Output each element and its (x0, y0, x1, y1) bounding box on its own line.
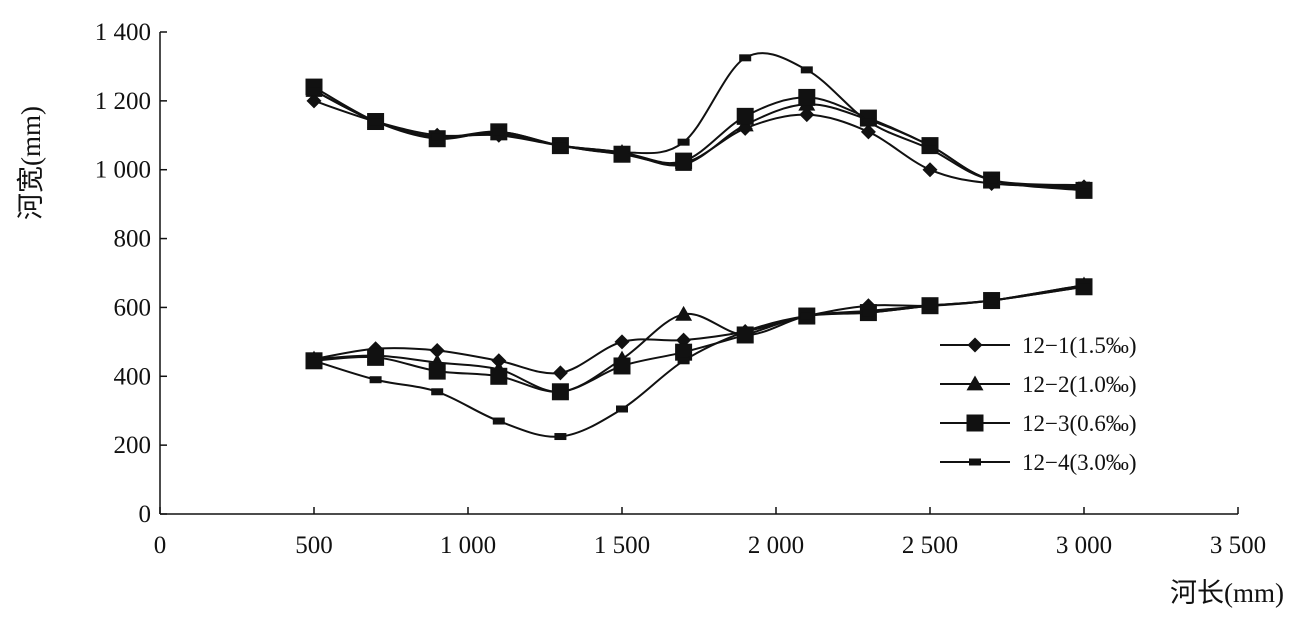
x-tick-label: 1 000 (440, 532, 496, 559)
data-point-lower (675, 343, 693, 361)
data-point-lower (492, 417, 505, 425)
data-point-lower (308, 357, 320, 365)
data-point-lower (614, 334, 630, 350)
data-point-upper (492, 128, 505, 136)
data-point-lower (551, 383, 569, 401)
y-tick-label: 200 (114, 432, 152, 459)
x-tick-label: 3 500 (1210, 532, 1266, 559)
data-point-lower (367, 348, 385, 366)
legend-marker (969, 458, 981, 466)
legend-label: 12−4(3.0‰) (1022, 450, 1137, 475)
data-point-lower (677, 357, 690, 365)
data-point-lower (369, 376, 382, 384)
legend-item: 12−2(1.0‰) (940, 372, 1137, 397)
data-point-upper (800, 66, 813, 74)
axes: 0 200 400 600 800 1 000 1 200 1 400 0 500 1 000 1 5… (95, 19, 1266, 559)
y-axis-title: 河宽(mm) (16, 106, 46, 220)
legend-label: 12−3(0.6‰) (1022, 411, 1137, 436)
data-point-upper (308, 87, 320, 95)
legend-marker (966, 375, 984, 391)
x-tick-label: 2 000 (748, 532, 804, 559)
x-tick-label: 0 (154, 532, 167, 559)
data-point-lower (800, 312, 813, 320)
data-point-upper (306, 93, 322, 109)
data-point-upper (798, 88, 816, 106)
data-point-lower (1078, 283, 1090, 291)
data-point-lower (613, 357, 631, 375)
data-point-upper (677, 138, 690, 146)
data-point-lower (616, 405, 628, 413)
data-point-lower (429, 342, 445, 358)
data-point-upper (431, 133, 444, 141)
series-group (305, 52, 1093, 441)
y-tick-label: 600 (114, 294, 152, 321)
data-point-lower (431, 388, 444, 396)
data-point-lower (491, 353, 507, 369)
data-point-upper (675, 152, 693, 170)
series-4 (308, 52, 1090, 441)
x-tick-label: 2 500 (902, 532, 958, 559)
data-point-upper (860, 124, 876, 140)
data-point-lower (924, 302, 936, 310)
data-point-lower (554, 433, 567, 441)
data-point-upper (554, 142, 567, 150)
data-point-lower (552, 365, 568, 381)
legend: 12−1(1.5‰) 12−2(1.0‰) 12−3(0.6‰) 12−4(3.0‰) (940, 333, 1137, 475)
legend-marker (966, 414, 984, 432)
data-point-upper (1078, 181, 1090, 189)
data-point-upper (862, 118, 875, 126)
y-tick-label: 1 200 (95, 88, 151, 115)
legend-marker (967, 337, 983, 353)
data-point-upper (924, 145, 936, 153)
data-point-lower (428, 362, 446, 380)
data-point-upper (739, 54, 752, 62)
data-point-lower (490, 367, 508, 385)
x-tick-label: 1 500 (594, 532, 650, 559)
data-point-lower (739, 328, 752, 336)
data-point-upper (616, 149, 628, 156)
data-point-upper (369, 118, 382, 126)
data-point-upper (985, 176, 998, 184)
x-tick-label: 500 (295, 532, 333, 559)
data-point-upper (799, 107, 815, 123)
legend-label: 12−2(1.0‰) (1022, 372, 1137, 397)
x-tick-label: 3 000 (1056, 532, 1112, 559)
y-tick-label: 1 400 (95, 19, 151, 46)
legend-item: 12−3(0.6‰) (940, 411, 1137, 436)
y-tick-label: 800 (114, 226, 152, 253)
legend-item: 12−4(3.0‰) (940, 450, 1137, 475)
data-point-upper (736, 107, 754, 125)
y-tick-label: 400 (114, 363, 152, 390)
data-point-upper (922, 162, 938, 178)
series-line-upper (313, 52, 1085, 187)
legend-item: 12−1(1.5‰) (940, 333, 1137, 358)
data-point-lower (862, 309, 875, 317)
x-axis-title: 河长(mm) (1170, 578, 1284, 608)
series-line-lower (313, 284, 1085, 375)
legend-label: 12−1(1.5‰) (1022, 333, 1137, 358)
data-point-lower (985, 297, 998, 305)
y-tick-label: 0 (139, 501, 152, 528)
data-point-lower (675, 305, 693, 321)
y-tick-label: 1 000 (95, 157, 151, 184)
